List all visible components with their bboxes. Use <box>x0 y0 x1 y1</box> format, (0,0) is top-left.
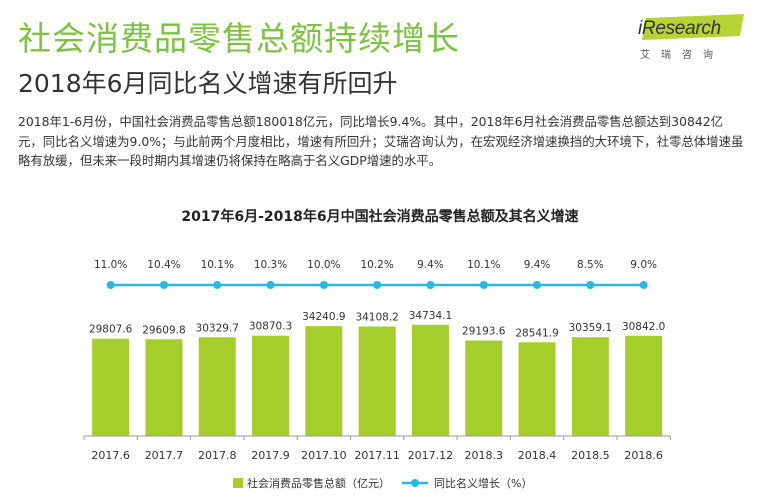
page-title: 社会消费品零售总额持续增长 <box>18 19 460 58</box>
growth-value-label: 10.3% <box>254 259 287 271</box>
bar-value-label: 30359.1 <box>569 322 612 334</box>
legend-swatch-point <box>411 479 419 487</box>
growth-point <box>426 281 435 289</box>
growth-value-label: 10.2% <box>360 259 393 271</box>
bar-value-label: 34240.9 <box>302 311 345 323</box>
bar <box>252 335 290 436</box>
growth-point <box>266 281 275 289</box>
logo-prefix: i <box>638 18 642 39</box>
page-subtitle: 2018年6月同比名义增速有所回升 <box>18 69 398 98</box>
bar-value-label: 28541.9 <box>515 327 558 339</box>
legend-label-line: 同比名义增长（%） <box>434 476 532 490</box>
growth-point <box>159 281 168 289</box>
bar-value-label: 29609.8 <box>142 324 185 336</box>
x-tick-label: 2017.9 <box>251 449 290 462</box>
growth-point <box>479 281 488 289</box>
bar <box>411 324 449 436</box>
bar <box>92 338 130 436</box>
bar <box>518 342 556 436</box>
x-tick-label: 2017.12 <box>408 449 454 462</box>
growth-point <box>106 281 115 289</box>
x-tick-label: 2017.7 <box>145 449 184 462</box>
growth-point <box>213 281 222 289</box>
x-tick-label: 2017.11 <box>354 449 400 462</box>
bar-value-label: 29807.6 <box>89 324 133 336</box>
growth-value-label: 10.0% <box>307 259 340 271</box>
x-tick-label: 2017.8 <box>198 449 237 462</box>
x-tick-label: 2018.4 <box>518 449 557 462</box>
bar-value-label: 30870.3 <box>249 321 292 333</box>
bar-value-label: 34108.2 <box>355 312 398 324</box>
bar-value-label: 30329.7 <box>196 322 239 334</box>
growth-value-label: 10.1% <box>201 259 234 271</box>
bar-value-label: 30842.0 <box>622 321 665 333</box>
iresearch-logo: iResearch 艾瑞咨询 <box>636 14 748 64</box>
growth-value-label: 9.0% <box>630 259 657 271</box>
chart-title: 2017年6月-2018年6月中国社会消费品零售总额及其名义增速 <box>181 208 578 225</box>
bar <box>305 326 343 436</box>
legend-label-bar: 社会消费品零售总额（亿元） <box>247 476 390 490</box>
bar <box>625 335 663 436</box>
growth-point <box>533 281 542 289</box>
x-tick-label: 2017.10 <box>301 449 347 462</box>
growth-value-label: 9.4% <box>417 259 444 271</box>
growth-point <box>586 281 595 289</box>
x-tick-label: 2018.5 <box>571 449 610 462</box>
growth-point <box>373 281 382 289</box>
bar <box>465 340 503 436</box>
growth-value-label: 9.4% <box>524 259 551 271</box>
chart: 2017年6月-2018年6月中国社会消费品零售总额及其名义增速 29807.6 2… <box>83 208 671 490</box>
growth-value-label: 10.4% <box>147 259 180 271</box>
growth-value-label: 8.5% <box>577 259 604 271</box>
logo-name: Research <box>641 18 721 39</box>
bar <box>145 339 183 436</box>
bar <box>358 326 396 436</box>
x-tick-label: 2018.6 <box>624 449 663 462</box>
bar-value-label: 34734.1 <box>409 310 452 322</box>
logo-chinese: 艾瑞咨询 <box>640 50 724 61</box>
legend-swatch-bar <box>233 478 243 488</box>
bar <box>571 337 609 436</box>
logo-wordmark: iResearch <box>638 18 721 40</box>
x-tick-label: 2018.3 <box>465 449 504 462</box>
logo-accent-shape <box>642 14 744 40</box>
growth-value-label: 11.0% <box>94 259 127 271</box>
bar <box>198 337 236 436</box>
growth-value-label: 10.1% <box>467 259 500 271</box>
summary-paragraph: 2018年1-6月份，中国社会消费品零售总额180018亿元，同比增长9.4%。… <box>18 114 744 168</box>
growth-point <box>319 281 328 289</box>
growth-point <box>639 281 648 289</box>
x-tick-label: 2017.6 <box>91 449 130 462</box>
bar-value-label: 29193.6 <box>462 325 506 337</box>
